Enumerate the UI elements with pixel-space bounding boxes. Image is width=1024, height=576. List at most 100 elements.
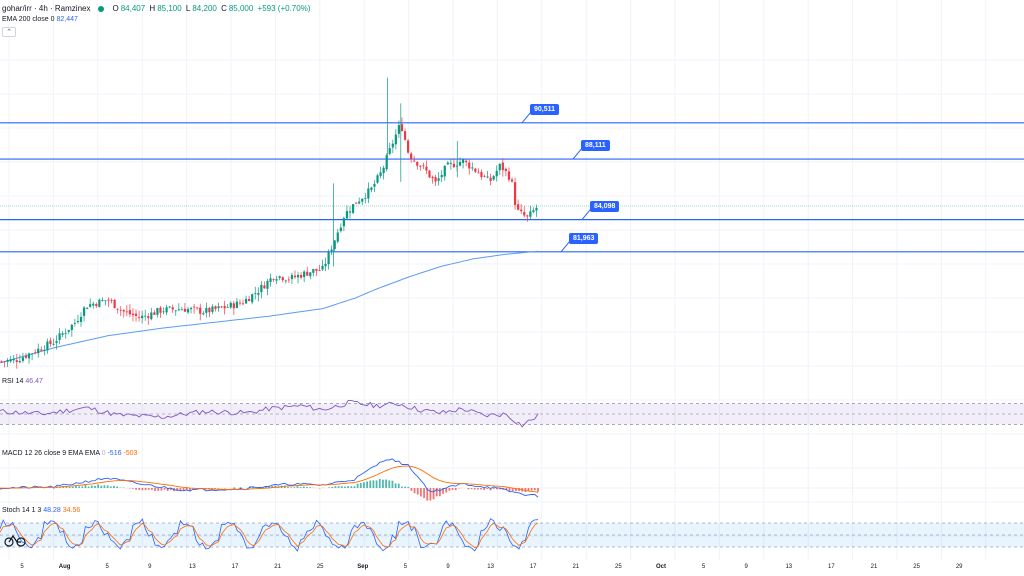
candle-body — [410, 153, 413, 160]
x-axis-tick-label: 13 — [189, 564, 196, 570]
macd-histogram-bar — [454, 488, 457, 491]
macd-histogram-bar — [429, 488, 432, 501]
candle-body — [46, 341, 49, 351]
candle-body — [520, 209, 523, 212]
candle-body — [452, 163, 456, 168]
macd-histogram-bar — [87, 486, 90, 488]
macd-histogram-bar — [489, 488, 492, 491]
macd-histogram-bar — [359, 482, 362, 488]
candle-body — [510, 179, 514, 182]
macd-histogram-bar — [154, 488, 156, 491]
macd-histogram-bar — [363, 482, 365, 488]
x-axis-tick-label: 25 — [316, 564, 324, 570]
candle-body — [86, 307, 89, 309]
macd-histogram-bar — [135, 488, 137, 490]
x-axis-tick-label: Oct — [655, 564, 667, 570]
candle-body — [82, 307, 86, 316]
candle-body — [312, 269, 315, 273]
macd-histogram-bar — [239, 487, 242, 488]
rsi-legend[interactable]: RSI 14 46.47 — [2, 378, 43, 385]
candle-body — [107, 299, 110, 301]
candle-body — [379, 172, 382, 176]
macd-histogram-bar — [344, 486, 346, 488]
candle-body — [24, 355, 28, 358]
macd-histogram-bar — [109, 486, 112, 488]
candle-body — [34, 352, 37, 354]
macd-histogram-bar — [116, 486, 118, 488]
macd-histogram-bar — [385, 479, 387, 488]
candle-body — [367, 188, 370, 199]
stoch-legend[interactable]: Stoch 14 1 3 48.28 34.56 — [2, 507, 81, 514]
candle-body — [342, 218, 345, 227]
macd-histogram-bar — [492, 488, 495, 489]
symbol-legend: gohar/irr · 4h · Ramzinex O 84,407 H 85,10… — [2, 4, 312, 13]
collapse-legend-button[interactable]: ⌃ — [2, 27, 16, 37]
macd-histogram-bar — [182, 488, 185, 491]
candle-body — [147, 316, 150, 319]
candle-body — [306, 271, 309, 276]
tradingview-logo-icon[interactable] — [4, 533, 26, 547]
candle-body — [226, 306, 229, 308]
macd-histogram-bar — [271, 485, 274, 488]
candle-body — [422, 165, 425, 167]
candle-body — [468, 162, 471, 169]
macd-histogram-bar — [211, 488, 213, 489]
macd-histogram-bar — [486, 488, 489, 490]
macd-histogram-bar — [331, 486, 334, 488]
x-axis-tick-label: 17 — [828, 564, 835, 570]
symbol-name[interactable]: gohar/irr · 4h · Ramzinex — [2, 4, 91, 13]
candle-body — [193, 306, 196, 308]
candle-body — [214, 306, 217, 309]
level-label[interactable]: 90,511 — [530, 103, 560, 115]
candle-body — [220, 306, 223, 308]
candle-body — [458, 161, 462, 166]
macd-histogram-bar — [268, 486, 270, 488]
candle-body — [64, 333, 67, 334]
candle-body — [131, 313, 135, 316]
macd-histogram-bar — [59, 486, 62, 488]
candle-body — [327, 251, 330, 265]
candle-body — [110, 300, 113, 301]
macd-histogram-bar — [442, 488, 444, 494]
ema-legend[interactable]: EMA 200 close 0 82,447 — [2, 16, 78, 23]
candle-body — [223, 305, 226, 309]
macd-histogram-bar — [179, 488, 182, 492]
candle-body — [3, 361, 6, 363]
macd-histogram-bar — [299, 487, 302, 488]
macd-legend[interactable]: MACD 12 26 close 9 EMA EMA 0 -516 -503 — [2, 450, 138, 457]
candle-body — [43, 349, 46, 351]
candle-body — [55, 341, 58, 343]
candle-body — [254, 293, 257, 295]
macd-histogram-bar — [397, 483, 400, 488]
macd-histogram-bar — [410, 488, 413, 491]
x-axis-tick-label: 21 — [870, 564, 878, 570]
macd-histogram-bar — [470, 488, 473, 490]
candle-body — [159, 307, 162, 313]
candle-body — [419, 165, 422, 167]
level-label[interactable]: 84,098 — [590, 200, 620, 212]
macd-histogram-bar — [103, 485, 106, 488]
candle-body — [269, 278, 272, 282]
candle-body — [449, 162, 452, 164]
candle-body — [477, 172, 480, 174]
candle-body — [385, 155, 388, 170]
macd-histogram-bar — [141, 488, 144, 491]
signal-line — [0, 465, 539, 493]
level-label[interactable]: 88,111 — [581, 140, 610, 152]
candle-body — [73, 322, 76, 324]
candle-body — [12, 358, 15, 361]
macd-histogram-bar — [483, 488, 486, 491]
rsi-line — [0, 400, 539, 428]
macd-histogram-bar — [223, 488, 226, 489]
macd-histogram-bar — [467, 488, 470, 490]
candle-body — [260, 284, 263, 293]
macd-histogram-bar — [473, 488, 476, 490]
candle-body — [171, 307, 174, 310]
candle-body — [251, 294, 254, 303]
x-axis-tick-label: 21 — [274, 564, 281, 570]
level-label[interactable]: 81,963 — [569, 232, 599, 244]
candle-body — [189, 308, 193, 310]
candle-body — [248, 298, 251, 302]
x-axis-tick-label: 5 — [701, 564, 706, 570]
